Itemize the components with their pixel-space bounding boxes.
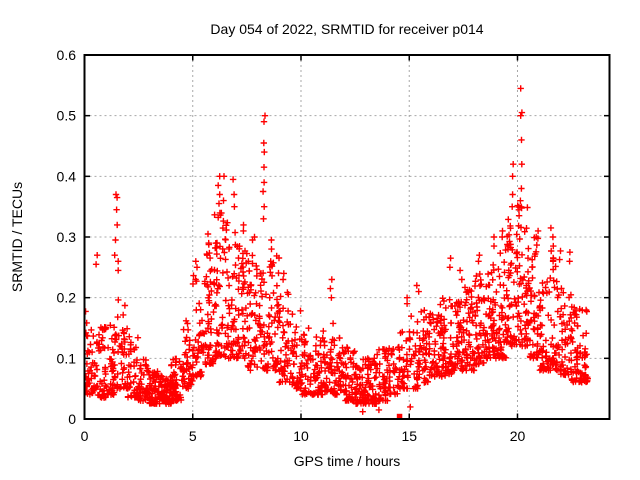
x-tick-label: 10	[293, 428, 309, 444]
anomaly-square-marker	[396, 413, 403, 419]
x-tick-label: 0	[81, 428, 89, 444]
y-tick-label: 0.3	[57, 229, 77, 245]
grid-lines	[84, 55, 610, 419]
y-tick-label: 0.6	[57, 47, 77, 63]
y-tick-label: 0	[68, 411, 76, 427]
y-tick-label: 0.2	[57, 290, 77, 306]
y-tick-label: 0.1	[57, 350, 77, 366]
plot-border	[83, 54, 611, 420]
y-axis-label: SRMTID / TECUs	[9, 182, 25, 292]
scatter-points	[84, 85, 591, 415]
x-tick-labels: 0 5 10 15 20	[81, 428, 526, 444]
y-tick-label: 0.5	[57, 108, 77, 124]
x-tick-label: 15	[401, 428, 417, 444]
x-axis-label: GPS time / hours	[294, 453, 401, 469]
x-tick-label: 5	[189, 428, 197, 444]
y-tick-label: 0.4	[57, 168, 77, 184]
y-tick-labels: 0 0.1 0.2 0.3 0.4 0.5 0.6	[57, 47, 77, 427]
x-tick-label: 20	[510, 428, 526, 444]
chart-title: Day 054 of 2022, SRMTID for receiver p01…	[210, 21, 483, 37]
